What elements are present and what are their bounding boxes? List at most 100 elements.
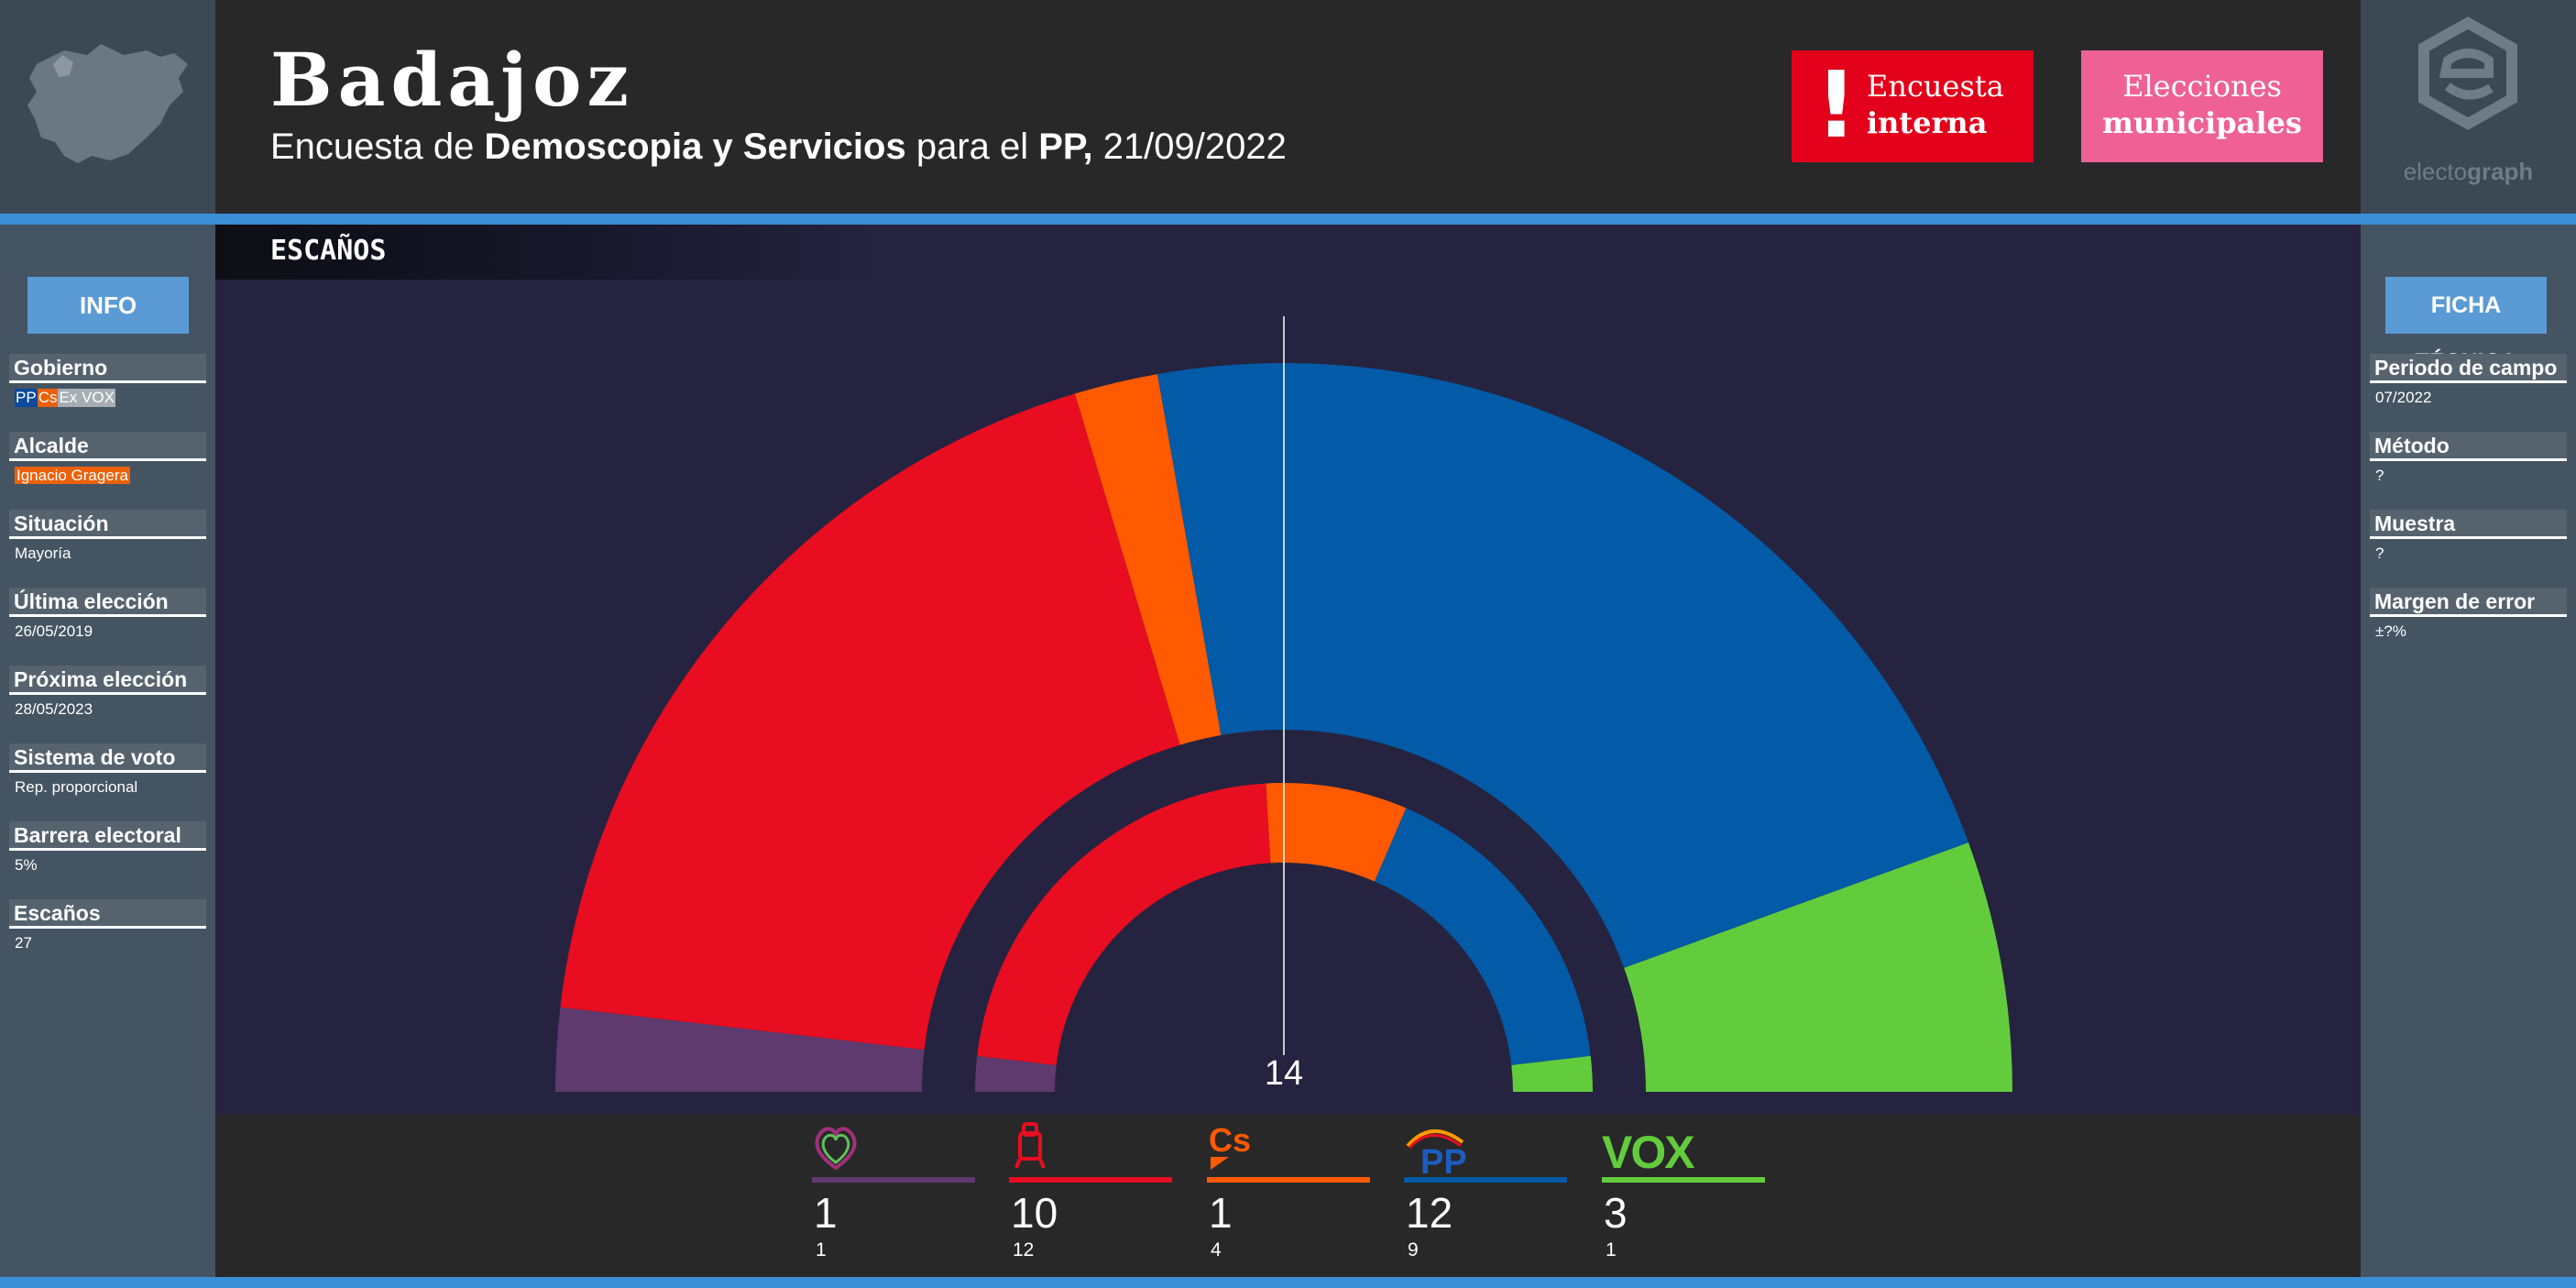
info-label: Situación bbox=[9, 510, 206, 539]
pp-logo-icon: PP bbox=[1406, 1128, 1467, 1177]
inner-seg-cs bbox=[1266, 783, 1407, 882]
fist-rose-icon bbox=[1014, 1122, 1046, 1169]
ficha-label: Muestra bbox=[2370, 510, 2567, 539]
legend-color-bar bbox=[1602, 1177, 1765, 1183]
right-ficha-panel: FICHA TÉCNICA Periodo de campo 07/2022 M… bbox=[2361, 0, 2576, 1277]
info-item-proxima-eleccion: Próxima elección 28/05/2023 bbox=[9, 666, 206, 719]
brand-name-bold: graph bbox=[2467, 158, 2534, 185]
subtitle-middle: para el bbox=[905, 127, 1039, 167]
pollster-name: Demoscopia y Servicios bbox=[484, 127, 906, 167]
inner-seg-pp bbox=[1375, 808, 1591, 1065]
chip-pp: PP bbox=[15, 389, 38, 407]
outer-seg-vox bbox=[1624, 842, 2012, 1092]
ficha-item-metodo: Método ? bbox=[2370, 432, 2567, 485]
outer-seg-pp bbox=[1156, 363, 1969, 968]
legend-previous-seats: 12 bbox=[1013, 1239, 1035, 1260]
ficha-tecnica-button[interactable]: FICHA TÉCNICA bbox=[2385, 277, 2547, 375]
info-label: Próxima elección bbox=[9, 666, 206, 695]
subtitle-prefix: Encuesta de bbox=[270, 127, 485, 167]
badajoz-map-icon bbox=[27, 44, 188, 163]
ficha-value: ±?% bbox=[2375, 622, 2406, 640]
info-value: 5% bbox=[15, 856, 38, 874]
inner-seg-vox bbox=[1511, 1055, 1593, 1092]
info-value: 27 bbox=[15, 934, 32, 952]
section-header-bar bbox=[215, 225, 875, 280]
info-label: Gobierno bbox=[9, 354, 206, 383]
majority-label: 14 bbox=[1265, 1054, 1303, 1093]
header-divider bbox=[0, 214, 2576, 225]
info-item-gobierno: Gobierno PP Cs Ex VOX bbox=[9, 354, 206, 407]
info-value: Ignacio Gragera bbox=[9, 467, 206, 485]
info-value: Mayoría bbox=[15, 545, 71, 562]
info-label: Escaños bbox=[9, 899, 206, 929]
legend-seats: 10 bbox=[1011, 1189, 1058, 1237]
info-item-alcalde: Alcalde Ignacio Gragera bbox=[9, 432, 206, 485]
cs-logo-text: Cs bbox=[1209, 1121, 1251, 1159]
mayor-chip: Ignacio Gragera bbox=[15, 467, 130, 484]
info-button[interactable]: INFO bbox=[27, 277, 189, 334]
info-value: 28/05/2023 bbox=[15, 700, 93, 718]
vox-logo-icon: VOX bbox=[1602, 1127, 1696, 1177]
outer-seg-psoe bbox=[560, 393, 1180, 1051]
client-name: PP, bbox=[1038, 127, 1093, 167]
info-item-escanos: Escaños 27 bbox=[9, 899, 206, 952]
info-label: Barrera electoral bbox=[9, 821, 206, 851]
info-item-situacion: Situación Mayoría bbox=[9, 510, 206, 563]
badge-internal-line2: interna bbox=[1867, 105, 1988, 140]
legend-previous-seats: 9 bbox=[1408, 1239, 1419, 1260]
inner-seg-unidas-podemos bbox=[975, 1055, 1057, 1092]
ficha-label: Margen de error bbox=[2370, 588, 2567, 617]
legend-strip bbox=[215, 1115, 2361, 1277]
info-label: Última elección bbox=[9, 588, 206, 617]
heart-icon bbox=[815, 1127, 857, 1171]
vox-logo-text: VOX bbox=[1602, 1127, 1694, 1177]
ficha-label: Método bbox=[2370, 432, 2567, 461]
parliament-chart: 14 bbox=[555, 316, 2012, 1093]
legend-previous-seats: 1 bbox=[1606, 1239, 1617, 1260]
legend-color-bar bbox=[812, 1177, 975, 1183]
outer-seg-unidas-podemos bbox=[555, 1007, 925, 1092]
info-label: Alcalde bbox=[9, 432, 206, 461]
legend-seats: 12 bbox=[1406, 1189, 1453, 1237]
badge-internal-line1: Encuesta bbox=[1867, 69, 2004, 104]
legend-color-bar bbox=[1009, 1177, 1172, 1183]
ficha-label: Periodo de campo bbox=[2370, 354, 2567, 383]
footer-divider bbox=[0, 1277, 2576, 1288]
poll-date: 21/09/2022 bbox=[1092, 127, 1287, 167]
badge-election-line2: municipales bbox=[2102, 105, 2302, 140]
chip-cs: Cs bbox=[37, 389, 59, 407]
info-value: 26/05/2019 bbox=[15, 622, 93, 640]
ficha-value: ? bbox=[2375, 467, 2384, 484]
page-title: Badajoz bbox=[270, 37, 634, 123]
info-value: Rep. proporcional bbox=[15, 778, 138, 796]
internal-poll-badge: ! Encuesta interna bbox=[1792, 50, 2033, 162]
left-info-panel: INFO Gobierno PP Cs Ex VOX Alcalde Ignacio… bbox=[0, 0, 215, 1277]
brand-name-light: electo bbox=[2403, 158, 2468, 185]
ficha-item-periodo: Periodo de campo 07/2022 bbox=[2370, 354, 2567, 407]
badge-election-line1: Elecciones bbox=[2122, 69, 2282, 104]
ficha-value: ? bbox=[2375, 545, 2384, 562]
government-chips: PP Cs Ex VOX bbox=[9, 389, 206, 407]
info-item-ultima-eleccion: Última elección 26/05/2019 bbox=[9, 588, 206, 641]
outer-seg-cs bbox=[1074, 374, 1222, 745]
brand-name: electograph bbox=[2361, 158, 2576, 186]
info-item-sistema-voto: Sistema de voto Rep. proporcional bbox=[9, 743, 206, 797]
info-item-barrera: Barrera electoral 5% bbox=[9, 821, 206, 875]
outer-ring bbox=[555, 363, 2012, 1092]
section-title: ESCAÑOS bbox=[270, 235, 387, 267]
pp-logo-text: PP bbox=[1420, 1143, 1467, 1177]
ficha-value: 07/2022 bbox=[2375, 389, 2432, 406]
legend-seats: 1 bbox=[1209, 1189, 1233, 1237]
legend-previous-seats: 4 bbox=[1211, 1239, 1222, 1260]
legend-color-bar bbox=[1404, 1177, 1567, 1183]
page-subtitle: Encuesta de Demoscopia y Servicios para … bbox=[270, 127, 1287, 168]
legend-seats: 3 bbox=[1604, 1189, 1628, 1237]
info-label: Sistema de voto bbox=[9, 743, 206, 773]
region-map bbox=[0, 0, 215, 214]
legend-color-bar bbox=[1207, 1177, 1370, 1183]
electograph-logo-icon bbox=[2418, 17, 2517, 130]
legend-seats: 1 bbox=[814, 1189, 838, 1237]
inner-ring bbox=[975, 783, 1593, 1092]
logo-area bbox=[2361, 0, 2576, 214]
legend-previous-seats: 1 bbox=[816, 1239, 827, 1260]
